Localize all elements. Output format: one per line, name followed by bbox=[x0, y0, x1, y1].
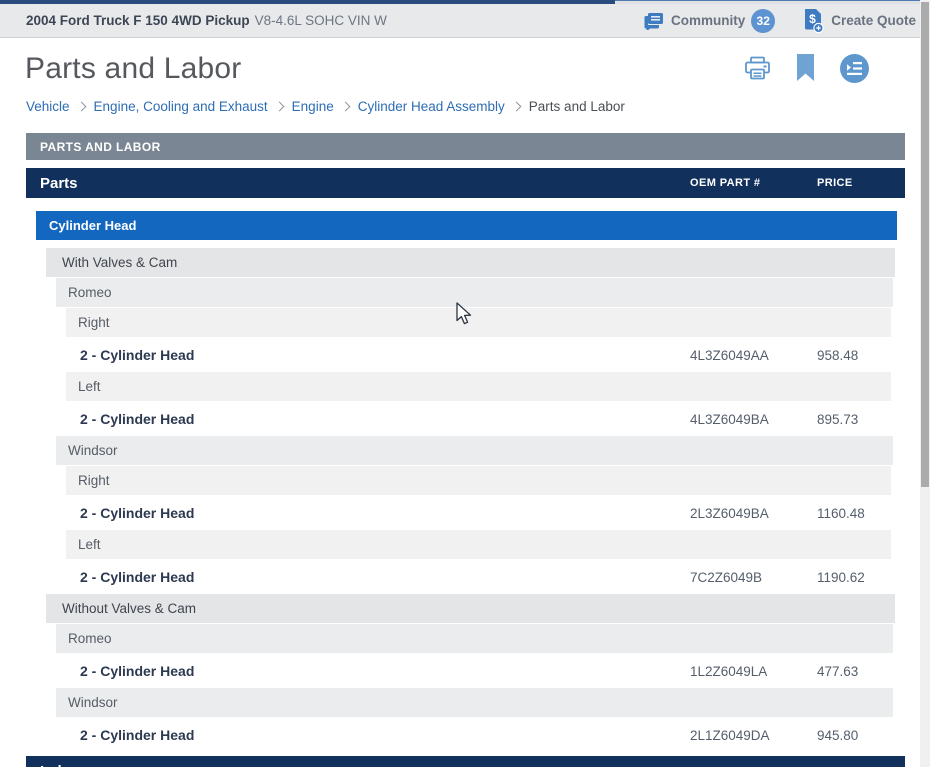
bookmark-icon[interactable] bbox=[795, 54, 816, 82]
subgroup-label: Right bbox=[78, 473, 110, 488]
subgroup-label: Left bbox=[78, 379, 101, 394]
part-oem-number: 1L2Z6049LA bbox=[690, 663, 768, 679]
subgroup-label: Windsor bbox=[68, 695, 118, 710]
part-oem-number: 2L1Z6049DA bbox=[690, 727, 770, 743]
vehicle-subtitle: V8-4.6L SOHC VIN W bbox=[254, 13, 387, 28]
subgroup-row[interactable]: Right bbox=[66, 466, 891, 495]
part-price: 1160.48 bbox=[817, 505, 865, 521]
community-label: Community bbox=[670, 13, 746, 28]
create-quote-button[interactable]: $ Create Quote bbox=[801, 8, 916, 34]
part-oem-number: 7C2Z6049B bbox=[690, 569, 763, 585]
part-row[interactable]: 2 - Cylinder Head 1L2Z6049LA 477.63 bbox=[26, 656, 905, 686]
part-name: 2 - Cylinder Head bbox=[80, 347, 195, 363]
part-price: 958.48 bbox=[817, 347, 859, 363]
subgroup-row[interactable]: Romeo bbox=[56, 278, 893, 307]
vehicle-bar: 2004 Ford Truck F 150 4WD Pickup V8-4.6L… bbox=[0, 4, 930, 38]
subgroup-label: Romeo bbox=[68, 285, 112, 300]
subgroup-label: With Valves & Cam bbox=[62, 255, 178, 270]
parts-rows: With Valves & Cam Romeo Right 2 - Cylinder … bbox=[26, 248, 905, 752]
subgroup-row[interactable]: Romeo bbox=[56, 624, 893, 653]
chevron-right-icon bbox=[76, 101, 86, 112]
subgroup-label: Windsor bbox=[68, 443, 118, 458]
part-row[interactable]: 2 - Cylinder Head 4L3Z6049AA 958.48 bbox=[26, 340, 905, 370]
progress-fill bbox=[0, 0, 615, 4]
part-name: 2 - Cylinder Head bbox=[80, 411, 195, 427]
subgroup-row[interactable]: Left bbox=[66, 530, 891, 559]
vehicle-title: 2004 Ford Truck F 150 4WD Pickup bbox=[26, 13, 250, 28]
create-quote-label: Create Quote bbox=[831, 13, 916, 28]
part-name: 2 - Cylinder Head bbox=[80, 727, 195, 743]
subgroup-row[interactable]: Without Valves & Cam bbox=[46, 594, 895, 623]
chevron-right-icon bbox=[274, 101, 285, 112]
parts-table-header: Parts OEM PART # PRICE bbox=[26, 168, 905, 198]
subgroup-label: Right bbox=[78, 315, 110, 330]
breadcrumb-engine-cooling-exhaust[interactable]: Engine, Cooling and Exhaust bbox=[93, 99, 268, 114]
subgroup-label: Left bbox=[78, 537, 101, 552]
oem-part-column-header: OEM PART # bbox=[690, 177, 761, 189]
vertical-scrollbar[interactable] bbox=[920, 0, 930, 767]
breadcrumb-cylinder-head-assembly[interactable]: Cylinder Head Assembly bbox=[357, 99, 505, 114]
part-price: 1190.62 bbox=[817, 569, 865, 585]
part-row[interactable]: 2 - Cylinder Head 2L1Z6049DA 945.80 bbox=[26, 720, 905, 750]
breadcrumb-vehicle[interactable]: Vehicle bbox=[26, 99, 70, 114]
part-row[interactable]: 2 - Cylinder Head 4L3Z6049BA 895.73 bbox=[26, 404, 905, 434]
scrollbar-thumb[interactable] bbox=[921, 2, 929, 487]
part-name: 2 - Cylinder Head bbox=[80, 505, 195, 521]
parts-table-title: Parts bbox=[40, 174, 78, 192]
part-name: 2 - Cylinder Head bbox=[80, 569, 195, 585]
printer-icon[interactable] bbox=[744, 56, 771, 81]
part-price: 945.80 bbox=[817, 727, 859, 743]
chat-icon bbox=[643, 12, 665, 30]
list-index-icon[interactable] bbox=[840, 53, 869, 83]
svg-text:$: $ bbox=[809, 12, 816, 26]
subgroup-row[interactable]: Right bbox=[66, 308, 891, 337]
group-header-cylinder-head[interactable]: Cylinder Head bbox=[36, 211, 897, 240]
chevron-right-icon bbox=[511, 101, 522, 112]
page-load-progress bbox=[0, 0, 930, 4]
page-title: Parts and Labor bbox=[25, 52, 242, 85]
part-oem-number: 4L3Z6049BA bbox=[690, 411, 769, 427]
part-price: 477.63 bbox=[817, 663, 859, 679]
part-price: 895.73 bbox=[817, 411, 859, 427]
subgroup-row[interactable]: Windsor bbox=[56, 688, 893, 717]
mouse-cursor bbox=[456, 302, 473, 326]
community-button[interactable]: Community 32 bbox=[643, 8, 776, 33]
subgroup-label: Romeo bbox=[68, 631, 112, 646]
part-row[interactable]: 2 - Cylinder Head 2L3Z6049BA 1160.48 bbox=[26, 498, 905, 528]
subgroup-row[interactable]: With Valves & Cam bbox=[46, 248, 895, 277]
subgroup-row[interactable]: Windsor bbox=[56, 436, 893, 465]
subgroup-label: Without Valves & Cam bbox=[62, 601, 197, 616]
breadcrumb-current-page: Parts and Labor bbox=[528, 99, 625, 114]
community-count-badge: 32 bbox=[751, 8, 776, 33]
part-row[interactable]: 2 - Cylinder Head 7C2Z6049B 1190.62 bbox=[26, 562, 905, 592]
price-column-header: PRICE bbox=[817, 177, 853, 189]
chevron-right-icon bbox=[340, 101, 351, 112]
part-name: 2 - Cylinder Head bbox=[80, 663, 195, 679]
labor-table-header: Labor bbox=[26, 756, 905, 767]
part-oem-number: 2L3Z6049BA bbox=[690, 505, 769, 521]
dollar-document-plus-icon: $ bbox=[801, 8, 825, 34]
breadcrumb: Vehicle Engine, Cooling and Exhaust Engi… bbox=[26, 99, 625, 114]
breadcrumb-engine[interactable]: Engine bbox=[291, 99, 334, 114]
parts-and-labor-section-header: PARTS AND LABOR bbox=[26, 133, 905, 160]
part-oem-number: 4L3Z6049AA bbox=[690, 347, 769, 363]
subgroup-row[interactable]: Left bbox=[66, 372, 891, 401]
